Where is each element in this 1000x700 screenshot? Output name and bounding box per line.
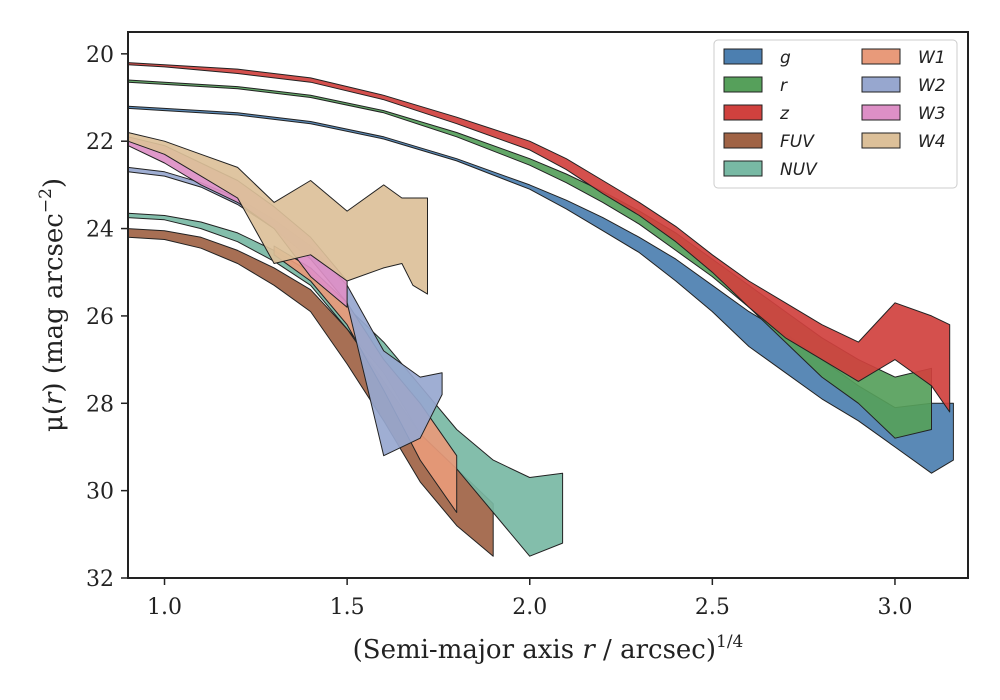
y-tick-label: 32 — [86, 567, 114, 592]
y-tick-label: 20 — [86, 43, 114, 68]
legend-swatch-w3 — [861, 104, 901, 121]
legend-swatch-z — [723, 104, 763, 121]
y-axis: 20 22 24 26 28 30 32 — [86, 43, 128, 592]
legend-label-g: g — [780, 48, 791, 68]
x-tick-label: 2.5 — [695, 595, 730, 620]
band-z — [127, 62, 951, 413]
legend-label-nuv: NUV — [780, 160, 818, 180]
y-tick-label: 28 — [86, 392, 114, 417]
x-tick-label: 3.0 — [877, 595, 912, 620]
y-tick-label: 30 — [86, 480, 114, 505]
legend-swatch-w1 — [861, 48, 901, 65]
legend-swatch-nuv — [723, 160, 763, 177]
band-r — [127, 79, 932, 439]
legend-label-w1: W1 — [918, 48, 946, 68]
plot-frame — [127, 31, 969, 579]
legend-swatch-w4 — [861, 132, 901, 149]
legend-label-fuv: FUV — [780, 132, 815, 152]
y-tick-label: 22 — [86, 130, 114, 155]
y-tick-label: 26 — [86, 305, 114, 330]
x-axis-title: (Semi-major axis r / arcsec)1/4 — [353, 632, 744, 665]
x-tick-label: 1.0 — [147, 595, 182, 620]
x-tick-label: 2.0 — [512, 595, 547, 620]
y-tick-label: 24 — [86, 218, 114, 243]
legend-label-r: r — [780, 76, 788, 96]
legend-label-z: z — [779, 104, 790, 124]
legend-swatch-g — [723, 48, 763, 65]
legend-swatch-r — [723, 76, 763, 93]
series-bands — [127, 62, 954, 557]
legend: grz FUV NUV W1 W2 W3 W4 — [713, 39, 958, 189]
band-fuv — [127, 228, 494, 557]
legend-swatch-fuv — [723, 132, 763, 149]
band-g — [127, 105, 954, 474]
legend-swatch-w2 — [861, 76, 901, 93]
legend-label-w2: W2 — [918, 76, 946, 96]
legend-label-w3: W3 — [918, 104, 946, 124]
x-tick-label: 1.5 — [330, 595, 365, 620]
x-axis: 1.0 1.5 2.0 2.5 3.0 — [147, 578, 912, 620]
legend-label-w4: W4 — [918, 132, 946, 152]
legend-items: grz FUV NUV W1 W2 W3 W4 — [723, 48, 946, 180]
band-w4 — [127, 132, 428, 295]
y-axis-title: μ(r) (mag arcsec−2) — [36, 178, 69, 432]
